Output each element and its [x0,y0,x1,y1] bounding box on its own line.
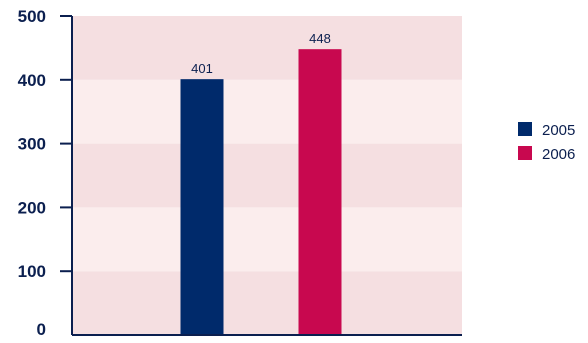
bar-2005 [180,79,224,335]
bars [180,49,342,336]
y-tick-label: 400 [18,71,46,90]
background-band [72,16,462,80]
legend-swatch-2005 [518,122,532,136]
background-band [72,271,462,335]
y-axis-ticks: 0 100 200 300 400 500 [18,7,72,339]
legend-label-2006: 2006 [542,146,575,163]
background-band [72,79,462,144]
legend-label-2005: 2005 [542,122,575,139]
y-tick-label: 300 [18,135,46,154]
background-bands [72,16,462,335]
y-tick-label: 0 [37,320,46,339]
data-label-2005: 401 [191,61,213,76]
background-band [72,207,462,272]
legend: 2005 2006 [518,122,575,163]
data-label-2006: 448 [309,31,331,46]
y-tick-label: 200 [18,198,46,217]
y-tick-label: 500 [18,7,46,26]
background-band [72,143,462,208]
legend-swatch-2006 [518,146,532,160]
data-labels: 401 448 [191,31,331,76]
axes [71,16,462,336]
y-tick-label: 100 [18,262,46,281]
bar-2006 [298,49,342,336]
